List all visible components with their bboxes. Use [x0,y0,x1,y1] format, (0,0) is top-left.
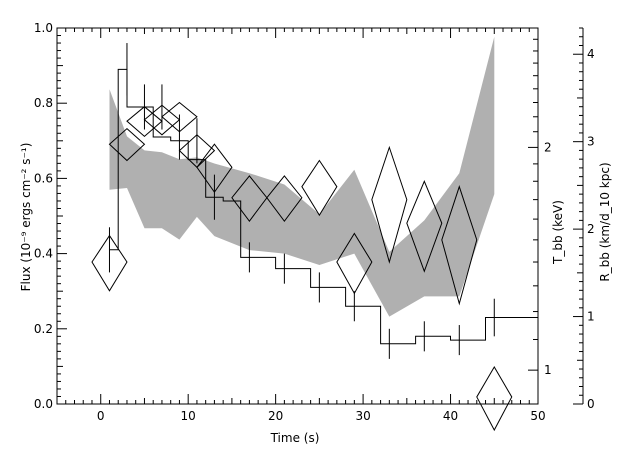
temperature-diamond [336,232,373,295]
radius-tick-label: 4 [587,47,595,61]
temperature-tick-label: 2 [544,140,552,154]
temperature-diamond [476,365,513,432]
x-tick-label: 20 [268,409,283,423]
temperature-diamond [371,145,408,264]
y-tick-label: 0.6 [34,171,53,185]
temperature-diamond [91,234,128,292]
x-tick-label: 40 [443,409,458,423]
y-tick-label: 0.0 [34,397,53,411]
flux-histogram-layer [108,43,538,359]
y-axis-label-radius: R_bb (km/d_10 kpc) [598,162,612,281]
x-tick-label: 30 [355,409,370,423]
radius-band-layer [109,36,495,317]
temperature-diamond [196,143,233,194]
x-axis-label: Time (s) [270,431,320,445]
temperature-diamond-layer [91,101,513,432]
radius-tick-label: 0 [587,397,595,411]
radius-tick-label: 1 [587,310,595,324]
flux-histogram-line [109,68,538,345]
temperature-diamond [126,106,163,138]
temperature-diamond [301,159,338,217]
temperature-diamond [178,134,216,168]
y-tick-label: 0.4 [34,247,53,261]
y-tick-label: 1.0 [34,21,53,35]
temperature-diamond [441,185,478,306]
y-tick-label: 0.2 [34,322,53,336]
x-tick-label: 50 [530,409,545,423]
temperature-diamond [266,175,303,222]
radius-band [109,36,495,317]
temperature-diamond [161,101,198,133]
radius-tick-label: 3 [587,135,595,149]
x-tick-label: 0 [97,409,105,423]
temperature-diamond [406,179,443,273]
x-tick-label: 10 [181,409,196,423]
y-tick-label: 0.8 [34,96,53,110]
radius-tick-label: 2 [587,222,595,236]
y-axis-label-left: Flux (10⁻⁹ ergs cm⁻² s⁻¹) [19,143,33,292]
temperature-diamond [143,104,181,136]
temperature-tick-label: 1 [544,363,552,377]
y-axis-label-temperature: T_bb (keV) [551,200,565,265]
temperature-diamond [108,128,146,162]
